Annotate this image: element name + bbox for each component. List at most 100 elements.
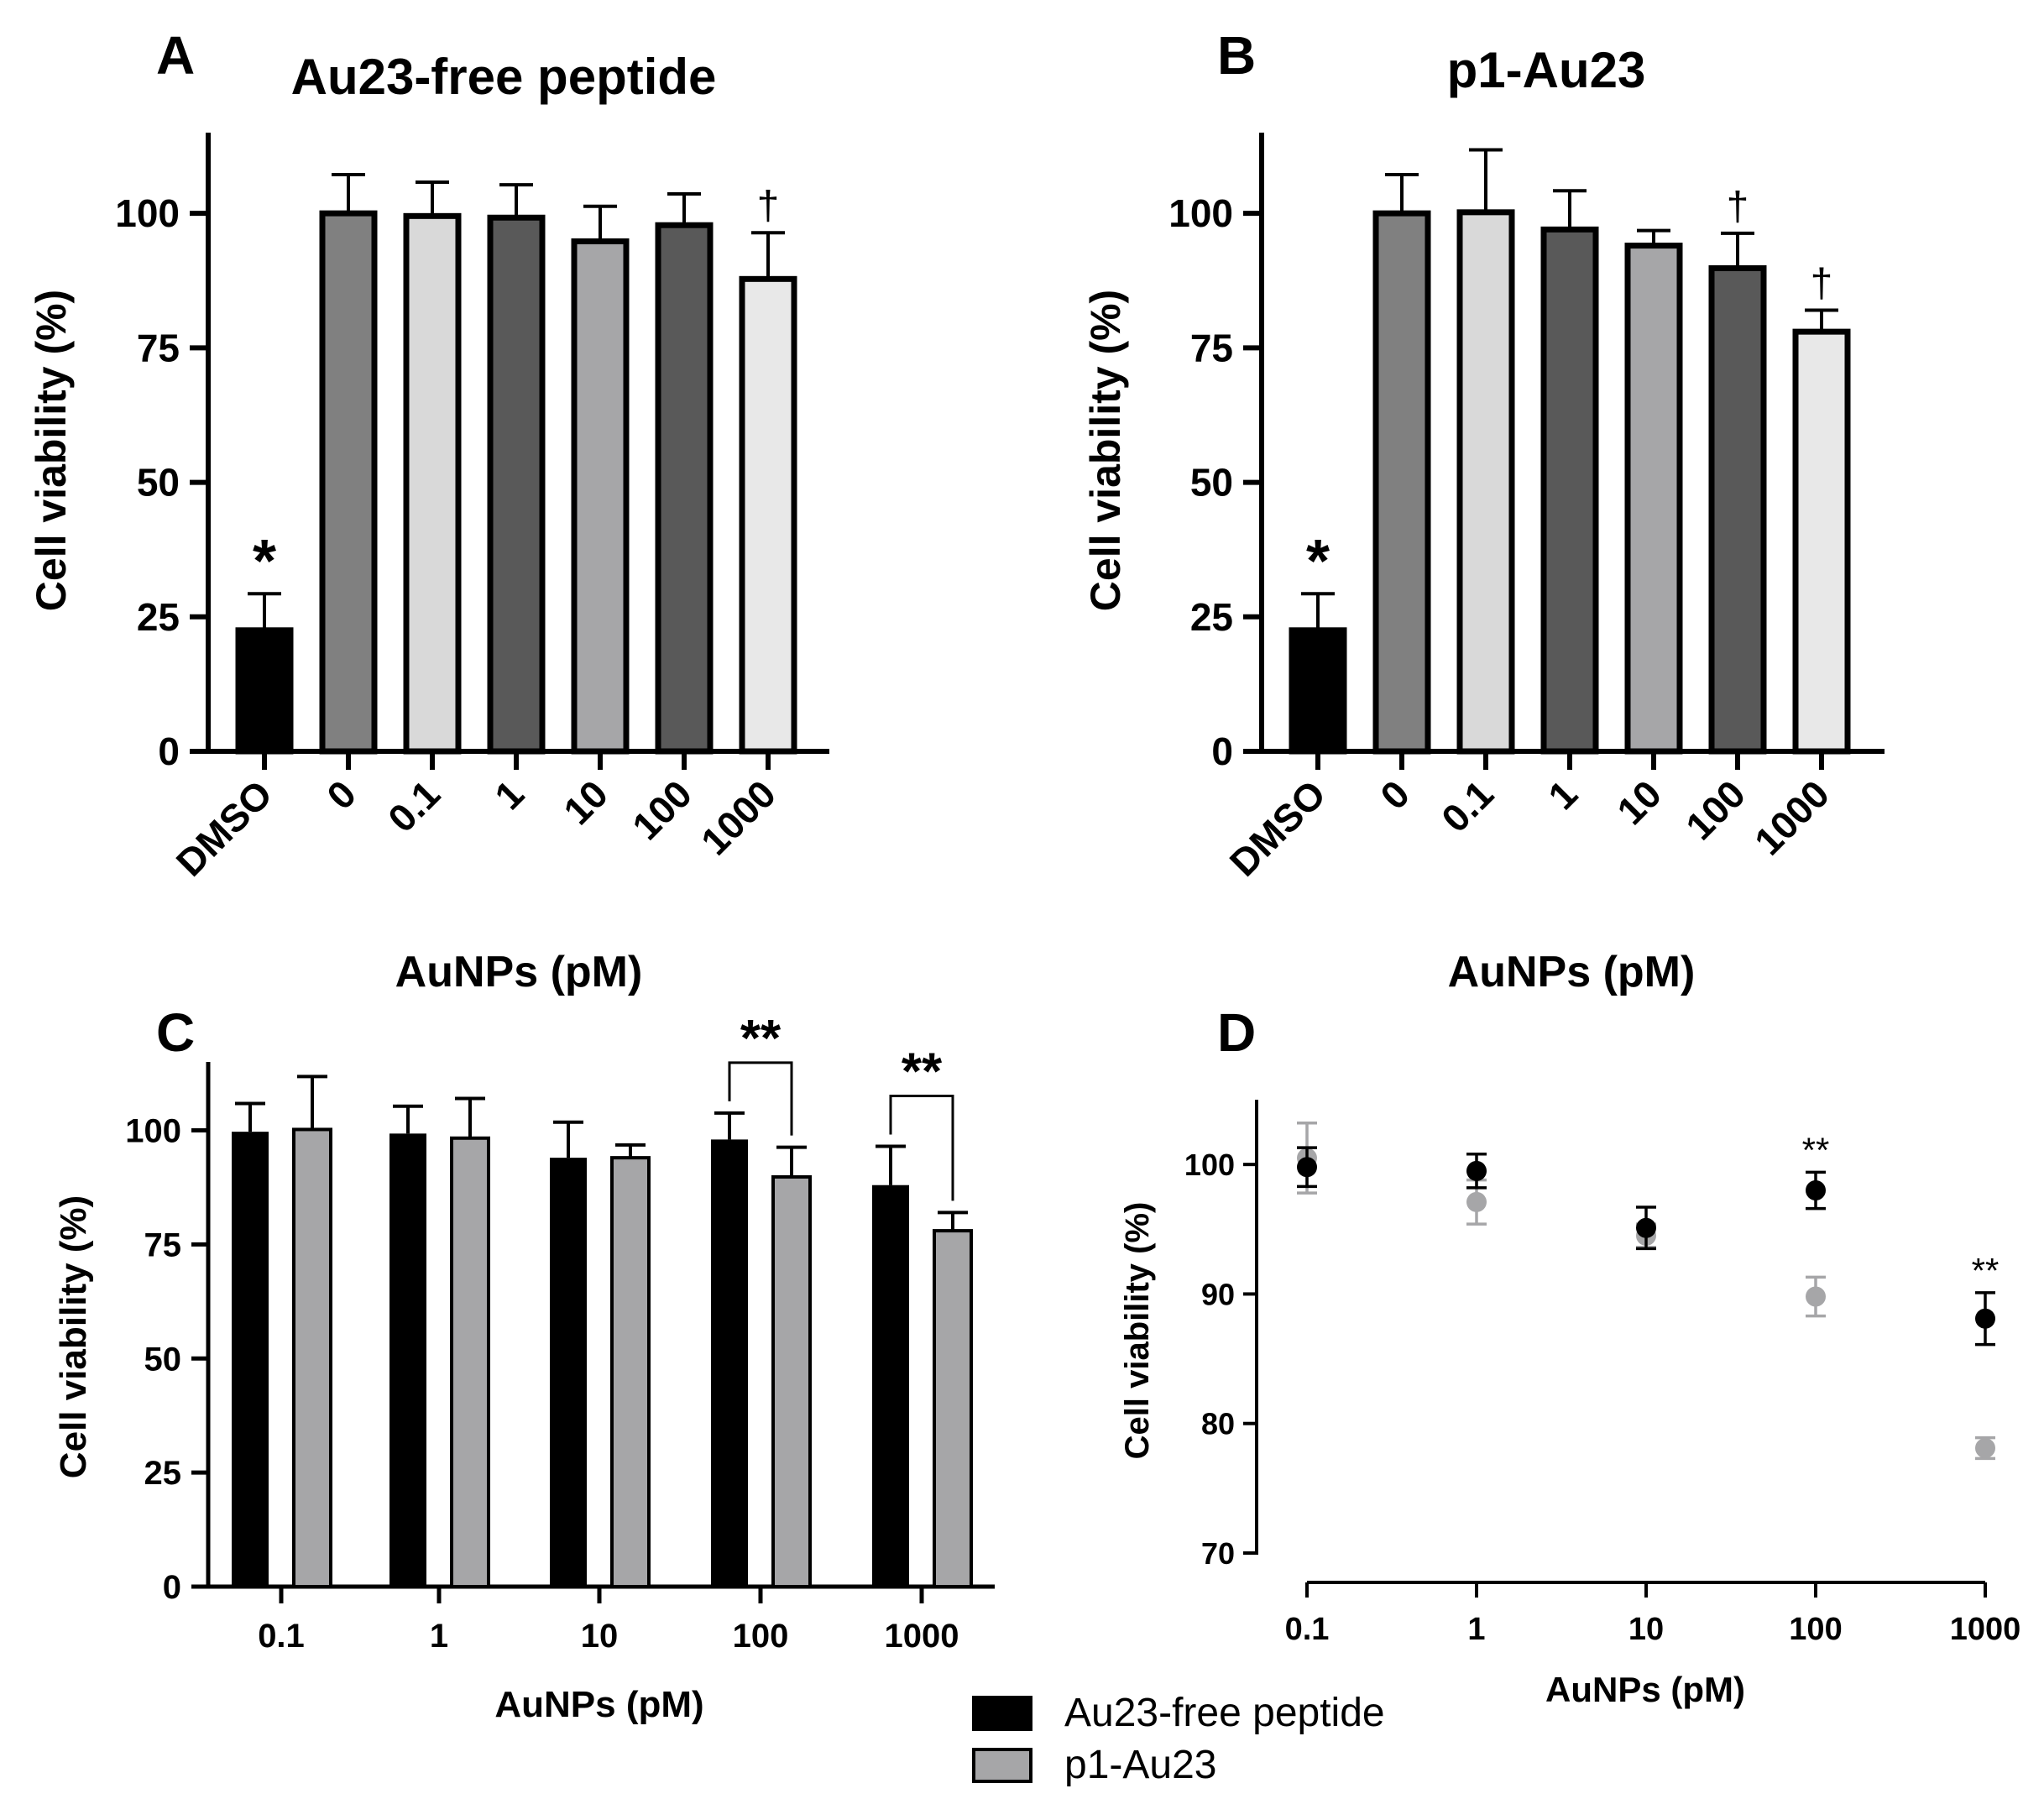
panel-d: D 70 80 90 100 Cell viability (%) 0.1 1 10 100 100… [1119,1002,2020,1709]
y-tick-label: 0 [163,1569,181,1606]
bar-au23-free-peptide [711,1139,748,1587]
point-au23-free-peptide [1975,1308,1995,1329]
y-tick-label: 50 [137,461,180,505]
y-tick-label: 50 [144,1341,182,1378]
y-axis-label: Cell viability (%) [1119,1202,1156,1460]
bar [1540,226,1599,755]
y-axis-label: Cell viability (%) [28,290,75,611]
legend-swatch [972,1696,1032,1731]
bar [487,214,546,755]
y-tick-label: 100 [1168,191,1233,235]
y-tick-label: 75 [144,1226,182,1263]
point-p1-au23 [1806,1286,1826,1307]
point-p1-au23 [1466,1191,1487,1212]
y-tick-label: 25 [1190,595,1233,639]
y-tick-label: 100 [125,1113,181,1150]
x-tick-label: 10 [581,1618,619,1655]
bar-au23-free-peptide [232,1132,269,1587]
significance-marker: † [757,184,780,228]
x-tick-label: 1 [1467,1612,1485,1647]
bar-p1-au23 [450,1136,490,1588]
point-au23-free-peptide [1636,1217,1656,1238]
x-tick-label: 10 [1628,1612,1664,1647]
x-tick-label: 10 [1608,771,1670,833]
y-tick-label: 50 [1190,461,1233,505]
point-p1-au23 [1975,1438,1995,1459]
significance-marker: * [1306,528,1330,595]
x-axis-label: AuNPs (pM) [395,948,643,996]
significance-bracket [728,1061,793,1136]
panel-letter: C [156,1002,195,1063]
bar-au23-free-peptide [389,1133,426,1587]
x-tick-label: 1 [430,1618,448,1655]
bar-p1-au23 [933,1229,973,1588]
bar [1456,209,1515,755]
legend-label: Au23-free peptide [1064,1691,1385,1735]
x-tick-label: 0.1 [1433,771,1502,840]
bar [1289,627,1347,755]
legend-swatch [972,1748,1032,1783]
x-tick-label: 0.1 [1285,1612,1330,1647]
y-tick-label: 25 [144,1455,182,1492]
chart-title: p1-Au23 [1447,42,1646,98]
y-tick-label: 0 [158,730,180,773]
bar [655,222,714,755]
bar-p1-au23 [771,1174,812,1589]
x-tick-label: 0.1 [379,771,448,840]
significance-marker: † [1811,261,1833,306]
x-tick-label: 1 [486,771,532,818]
x-axis-label: AuNPs (pM) [494,1684,703,1725]
x-tick-label: 100 [1789,1612,1842,1647]
x-tick-label: 1000 [885,1618,959,1655]
x-tick-label: 1 [1540,771,1586,818]
point-au23-free-peptide [1806,1180,1826,1200]
bar [319,210,378,755]
x-tick-label: 1000 [1950,1612,2021,1647]
bar-p1-au23 [292,1127,332,1589]
y-axis-label: Cell viability (%) [1082,290,1129,611]
y-tick-label: 25 [137,595,180,639]
legend-label: p1-Au23 [1064,1743,1216,1787]
panel-letter: B [1217,25,1256,86]
bar [739,275,797,755]
x-tick-label: DMSO [1221,771,1334,884]
bar [403,212,462,755]
bar-p1-au23 [610,1156,651,1589]
bar [1792,328,1851,755]
bar [235,627,294,755]
chart-title: Au23-free peptide [291,49,717,105]
y-tick-label: 100 [115,191,180,235]
x-tick-label: 100 [624,771,700,848]
bar [1708,264,1767,755]
bar [571,238,630,755]
x-tick-label: 10 [555,771,616,833]
point-au23-free-peptide [1466,1160,1487,1181]
bar-au23-free-peptide [550,1158,587,1587]
y-tick-label: 0 [1211,730,1233,773]
bar [1372,210,1431,755]
y-tick-label: 80 [1201,1407,1235,1441]
significance-marker: ** [1802,1130,1830,1169]
x-tick-label: 1000 [693,771,784,863]
y-axis-label: Cell viability (%) [53,1195,94,1478]
point-au23-free-peptide [1297,1157,1317,1178]
y-tick-label: 75 [1190,326,1233,369]
x-axis-label: AuNPs (pM) [1545,1670,1745,1709]
y-tick-label: 100 [1184,1148,1235,1182]
significance-marker: * [253,528,276,595]
x-tick-label: 100 [1677,771,1754,848]
significance-bracket [889,1095,954,1201]
bar-au23-free-peptide [872,1185,909,1587]
x-tick-label: 1000 [1746,771,1838,863]
legend: Au23-free peptide p1-Au23 [972,1691,1385,1787]
x-tick-label: 100 [733,1618,789,1655]
panel-c: C 0 25 50 75 100 Cell viability (%) 0.1 1 10 100 10… [53,1002,995,1725]
panel-letter: D [1217,1002,1256,1063]
x-axis-label: AuNPs (pM) [1448,948,1696,996]
significance-marker: ** [740,1010,782,1068]
x-tick-label: DMSO [168,771,280,884]
significance-marker: † [1727,185,1749,229]
